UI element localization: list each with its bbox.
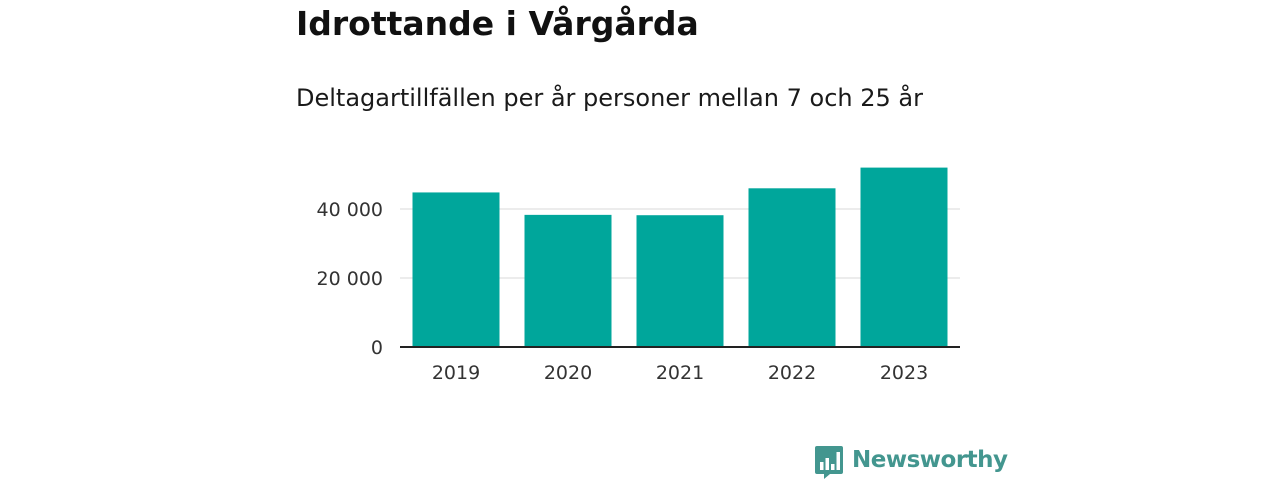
brand-logo: Newsworthy — [814, 444, 1008, 480]
x-tick-label: 2021 — [656, 362, 704, 384]
y-tick-label: 0 — [371, 337, 383, 359]
chart-title: Idrottande i Vårgårda — [296, 4, 699, 43]
chart-subtitle: Deltagartillfällen per år personer mella… — [296, 84, 923, 112]
brand-name: Newsworthy — [852, 447, 1008, 473]
newsworthy-logo-icon — [815, 446, 843, 479]
x-tick-label: 2023 — [880, 362, 928, 384]
y-tick-label: 40 000 — [317, 199, 383, 221]
tick-labels: 0 20 000 40 000 2019 2020 2021 2022 2023 — [317, 199, 929, 384]
x-tick-label: 2019 — [432, 362, 480, 384]
bar-2022 — [748, 188, 836, 347]
bar-2023 — [860, 167, 948, 347]
x-tick-label: 2020 — [544, 362, 592, 384]
y-tick-label: 20 000 — [317, 268, 383, 290]
bar-2021 — [636, 215, 724, 347]
bars — [412, 167, 948, 347]
bar-2020 — [524, 214, 612, 347]
x-tick-label: 2022 — [768, 362, 816, 384]
bar-2019 — [412, 192, 500, 347]
